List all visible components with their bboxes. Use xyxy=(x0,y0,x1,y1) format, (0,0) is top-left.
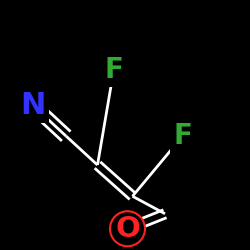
Text: O: O xyxy=(115,215,140,243)
Text: F: F xyxy=(104,56,123,84)
Text: F: F xyxy=(173,122,192,150)
Text: N: N xyxy=(20,90,45,120)
